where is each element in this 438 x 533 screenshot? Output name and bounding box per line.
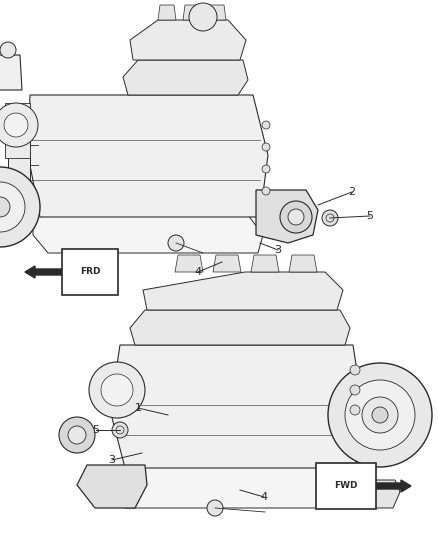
Circle shape — [189, 3, 217, 31]
Text: 1: 1 — [134, 403, 141, 413]
Circle shape — [362, 397, 398, 433]
Circle shape — [89, 362, 145, 418]
Circle shape — [350, 365, 360, 375]
Polygon shape — [130, 310, 350, 345]
Circle shape — [372, 407, 388, 423]
Circle shape — [322, 210, 338, 226]
Polygon shape — [183, 5, 201, 20]
Polygon shape — [77, 465, 147, 508]
Polygon shape — [289, 255, 317, 272]
Circle shape — [262, 121, 270, 129]
FancyArrow shape — [363, 480, 411, 492]
Polygon shape — [0, 55, 22, 90]
Text: 4: 4 — [261, 492, 268, 502]
Circle shape — [0, 42, 16, 58]
Text: 5: 5 — [92, 425, 99, 435]
Circle shape — [350, 385, 360, 395]
Polygon shape — [120, 465, 353, 508]
Circle shape — [262, 187, 270, 195]
Circle shape — [59, 417, 95, 453]
Circle shape — [0, 197, 10, 217]
Polygon shape — [373, 480, 400, 508]
Text: FRD: FRD — [80, 268, 100, 277]
Polygon shape — [33, 215, 263, 253]
FancyArrow shape — [25, 266, 73, 278]
Circle shape — [101, 374, 133, 406]
Circle shape — [0, 167, 40, 247]
Polygon shape — [130, 20, 246, 60]
Circle shape — [0, 103, 38, 147]
Polygon shape — [110, 345, 363, 468]
Circle shape — [112, 422, 128, 438]
Circle shape — [207, 500, 223, 516]
Polygon shape — [213, 255, 241, 272]
Circle shape — [280, 201, 312, 233]
Circle shape — [350, 405, 360, 415]
Polygon shape — [28, 95, 268, 217]
Circle shape — [328, 363, 432, 467]
Polygon shape — [256, 190, 318, 243]
Circle shape — [262, 165, 270, 173]
Text: 4: 4 — [194, 267, 201, 277]
Polygon shape — [175, 255, 203, 272]
Circle shape — [345, 380, 415, 450]
Polygon shape — [208, 5, 226, 20]
Text: 3: 3 — [109, 455, 116, 465]
Text: 5: 5 — [367, 211, 374, 221]
Circle shape — [68, 426, 86, 444]
Polygon shape — [123, 60, 248, 95]
Circle shape — [4, 113, 28, 137]
Circle shape — [288, 209, 304, 225]
Polygon shape — [158, 5, 176, 20]
Circle shape — [262, 143, 270, 151]
Polygon shape — [8, 105, 30, 195]
Circle shape — [168, 235, 184, 251]
Text: FWD: FWD — [334, 481, 358, 490]
Text: 3: 3 — [275, 245, 282, 255]
Circle shape — [0, 182, 25, 232]
FancyBboxPatch shape — [5, 103, 30, 158]
Text: 2: 2 — [349, 187, 356, 197]
Polygon shape — [251, 255, 279, 272]
Polygon shape — [143, 272, 343, 310]
